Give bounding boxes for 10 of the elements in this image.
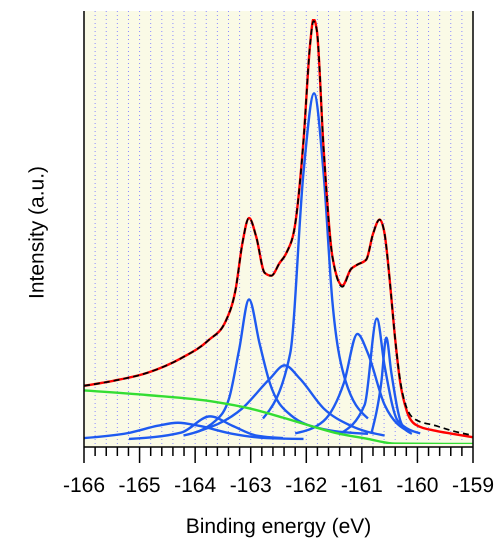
x-tick-label: -161: [340, 474, 383, 497]
x-tick-label: -164: [174, 474, 216, 497]
x-tick-label: -162: [285, 474, 328, 497]
x-tick-label: -163: [230, 474, 272, 497]
y-axis-title: Intensity (a.u.): [25, 166, 48, 299]
x-axis-title: Binding energy (eV): [186, 515, 372, 538]
x-tick-label: -159: [452, 474, 494, 497]
x-tick-label: -160: [396, 474, 438, 497]
x-tick-label: -166: [62, 474, 106, 497]
x-tick-label: -165: [118, 474, 161, 497]
